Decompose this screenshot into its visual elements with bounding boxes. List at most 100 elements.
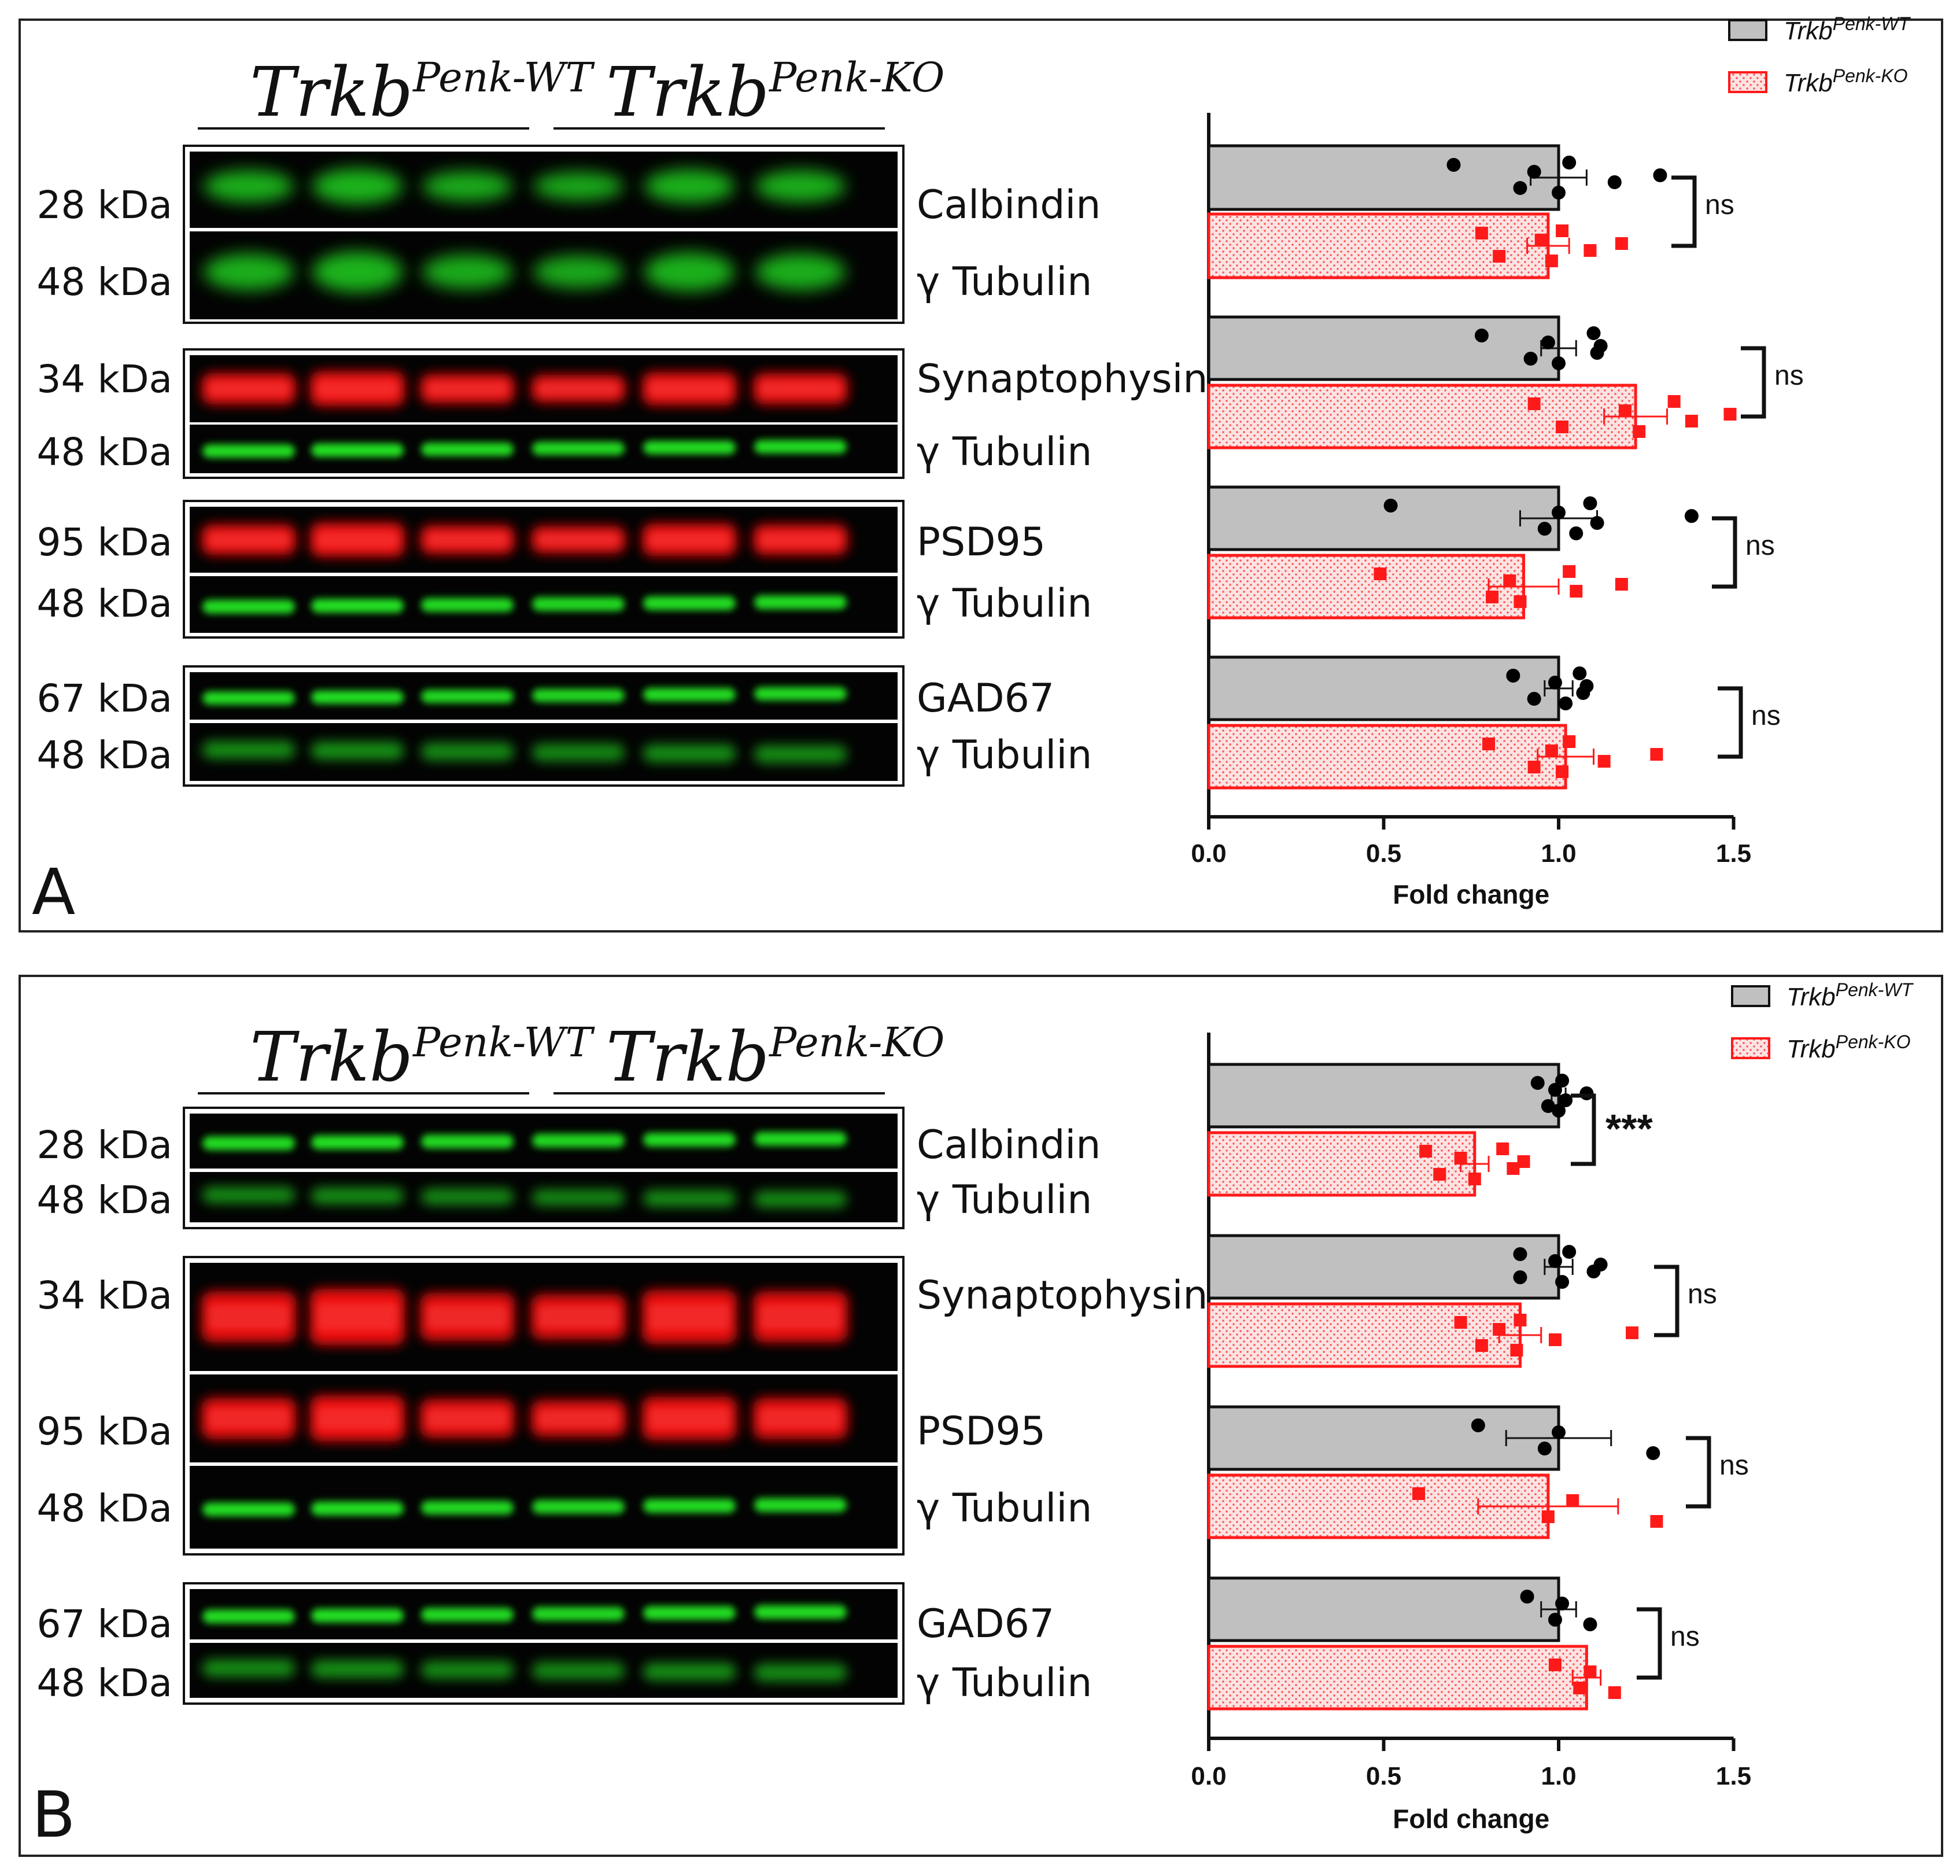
blot-row [202, 741, 847, 763]
band [311, 1608, 404, 1623]
x-axis-title: Fold change [1393, 1804, 1549, 1834]
point-wt [1579, 1086, 1594, 1100]
point-ko [1541, 1510, 1555, 1523]
point-wt [1552, 356, 1566, 370]
group-gad67: ns [1207, 655, 1781, 790]
band [312, 252, 403, 292]
band [421, 1134, 514, 1149]
band [754, 745, 847, 763]
protein-label: γ Tubulin [917, 1177, 1092, 1223]
point-wt [1523, 352, 1538, 366]
point-ko [1633, 425, 1646, 438]
protein-label: GAD67 [917, 1601, 1054, 1647]
band [644, 252, 734, 292]
point-ko [1412, 1487, 1425, 1500]
band [643, 1499, 736, 1513]
band [532, 743, 625, 761]
point-ko [1556, 765, 1569, 778]
bar-wt [1207, 1405, 1560, 1471]
point-ko [1510, 1344, 1523, 1357]
point-ko [1548, 1333, 1562, 1346]
band [754, 1132, 847, 1146]
point-ko [1563, 735, 1576, 748]
band [421, 1501, 514, 1515]
band [204, 253, 294, 290]
band [643, 688, 736, 702]
band [311, 1135, 404, 1149]
protein-label: γ Tubulin [917, 1486, 1092, 1531]
mw-label: 67 kDa [37, 1602, 172, 1646]
band [422, 171, 512, 201]
bar-wt [1207, 655, 1560, 721]
mw-label: 95 kDa [37, 1409, 172, 1454]
band [533, 256, 623, 288]
band [311, 443, 404, 458]
group-synaptophysin: ns [1207, 1234, 1717, 1368]
band-core [317, 1303, 398, 1331]
mw-label: 48 kDa [37, 581, 172, 626]
point-wt [1530, 1076, 1545, 1090]
significance-label: *** [1605, 1106, 1653, 1151]
point-wt [1555, 1074, 1570, 1088]
point-ko [1685, 415, 1698, 427]
mw-label: 48 kDa [37, 260, 172, 304]
legend-swatch-ko [1728, 71, 1767, 93]
point-wt [1559, 1093, 1573, 1107]
point-ko [1650, 1515, 1663, 1528]
band-core [208, 1304, 289, 1330]
mw-label: 48 kDa [37, 733, 172, 777]
mw-label: 48 kDa [37, 1178, 172, 1222]
group-gad67: ns [1207, 1576, 1700, 1711]
protein-label: PSD95 [917, 1409, 1046, 1454]
group-psd95: ns [1207, 485, 1775, 620]
point-wt [1513, 181, 1527, 195]
point-ko [1454, 1316, 1467, 1329]
point-wt [1559, 696, 1573, 710]
bar-wt [1207, 1234, 1560, 1300]
band [422, 255, 512, 289]
point-wt [1548, 1254, 1562, 1268]
bar-ko [1207, 1302, 1522, 1368]
point-wt [1537, 1442, 1552, 1455]
bar-wt [1207, 144, 1560, 211]
x-tick-label: 1.5 [1716, 839, 1751, 868]
band [421, 598, 514, 612]
band [754, 1498, 847, 1512]
band [311, 1501, 404, 1516]
significance-bracket [1686, 1436, 1711, 1509]
point-wt [1653, 168, 1667, 182]
point-wt [1548, 676, 1562, 690]
point-wt [1555, 1597, 1570, 1610]
point-ko [1626, 1326, 1639, 1339]
blot-row [201, 371, 848, 407]
blot-row [202, 1132, 847, 1151]
band [643, 440, 736, 455]
point-ko [1597, 755, 1611, 768]
x-tick-label: 0.0 [1191, 1762, 1226, 1790]
band [754, 1664, 847, 1682]
legend-label-ko: TrkbPenk-KO [1784, 65, 1908, 97]
band [754, 687, 847, 701]
point-wt [1383, 499, 1398, 513]
point-ko [1548, 1658, 1562, 1671]
band [754, 595, 847, 610]
point-ko [1556, 224, 1569, 237]
point-wt [1562, 1245, 1577, 1259]
band [312, 168, 403, 204]
band [421, 1608, 514, 1622]
legend-swatch-wt [1728, 19, 1767, 41]
bar-ko [1207, 384, 1637, 449]
band-core [317, 531, 398, 548]
band [204, 170, 294, 202]
bar-ko [1207, 554, 1525, 620]
point-wt [1583, 496, 1597, 510]
point-ko [1419, 1145, 1433, 1158]
point-ko [1650, 748, 1663, 761]
x-tick-label: 0.5 [1366, 1762, 1401, 1790]
point-ko [1475, 227, 1488, 239]
x-axis-title: Fold change [1393, 879, 1549, 909]
panel-label: B [32, 1778, 75, 1852]
band-core [760, 381, 841, 397]
